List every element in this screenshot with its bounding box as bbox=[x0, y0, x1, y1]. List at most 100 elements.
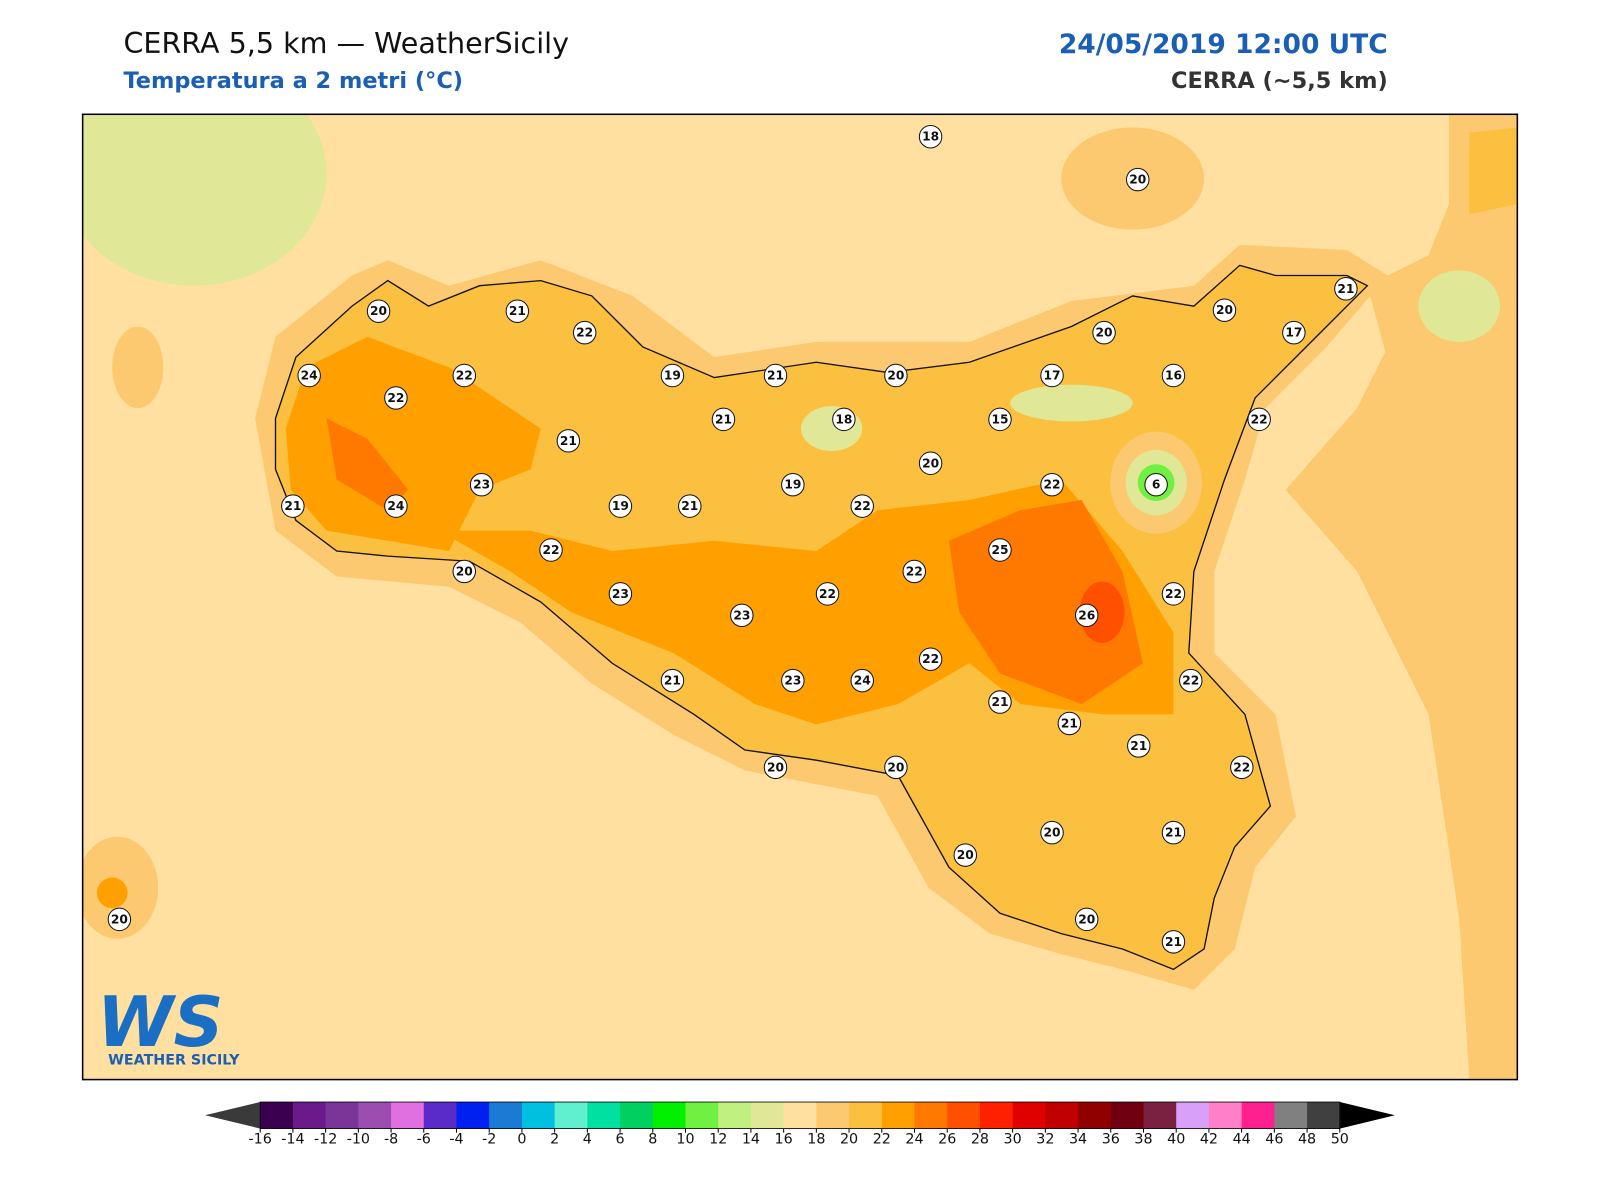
colorbar-tick-label: 32 bbox=[1036, 1131, 1054, 1147]
station-marker bbox=[884, 755, 908, 780]
colorbar-segment bbox=[391, 1102, 425, 1129]
station-value: 23 bbox=[612, 587, 629, 601]
colorbar-over bbox=[1339, 1102, 1395, 1129]
station-value: 21 bbox=[715, 412, 732, 426]
station-value: 17 bbox=[1044, 369, 1061, 383]
station-marker bbox=[384, 494, 408, 518]
station-value: 20 bbox=[887, 369, 904, 383]
station-value: 19 bbox=[612, 499, 629, 513]
colorbar-tick-label: -16 bbox=[249, 1131, 272, 1147]
cool-area bbox=[82, 114, 327, 286]
colorbar-tick-label: 26 bbox=[938, 1131, 956, 1147]
colorbar-tick-label: -12 bbox=[314, 1131, 337, 1147]
canvas: CERRA 5,5 km — WeatherSicily Temperatura… bbox=[81, 26, 1519, 1147]
title: CERRA 5,5 km — WeatherSicily bbox=[123, 26, 569, 60]
logo: WS WEATHER SICILY bbox=[97, 983, 240, 1068]
station-value: 20 bbox=[1044, 826, 1061, 840]
station-marker bbox=[1127, 734, 1151, 758]
colorbar-tick-label: 34 bbox=[1069, 1131, 1087, 1147]
station-marker bbox=[763, 755, 788, 780]
colorbar-tick-label: -14 bbox=[281, 1131, 304, 1147]
colorbar-segment bbox=[1110, 1102, 1145, 1129]
colorbar-segment bbox=[849, 1102, 883, 1129]
colorbar-segment bbox=[816, 1102, 850, 1129]
station-marker bbox=[781, 472, 805, 497]
station-value: 26 bbox=[1078, 608, 1095, 622]
colorbar-tick-label: 30 bbox=[1004, 1131, 1022, 1147]
stations: 18 20 20 21 22 21 20 20 17 24 22 19 21 20 17 16 22 21 18 15… bbox=[107, 124, 1358, 954]
colorbar-tick-label: -2 bbox=[482, 1131, 496, 1147]
station-value: 17 bbox=[1285, 326, 1302, 340]
colorbar-segment bbox=[587, 1102, 621, 1129]
colorbar-tick-label: 4 bbox=[583, 1131, 592, 1147]
colorbar-segment bbox=[1208, 1102, 1243, 1129]
station-marker bbox=[660, 363, 685, 388]
colorbar-segment bbox=[1078, 1102, 1112, 1129]
calabria-warm bbox=[1469, 127, 1518, 215]
station-value: 20 bbox=[1096, 326, 1113, 340]
colorbar-segment bbox=[1045, 1102, 1079, 1129]
station-marker bbox=[505, 299, 530, 323]
colorbar-segment bbox=[521, 1102, 556, 1129]
station-value: 21 bbox=[1061, 716, 1078, 730]
station-value: 18 bbox=[835, 412, 852, 426]
station-value: 22 bbox=[819, 587, 836, 601]
station-marker bbox=[1161, 363, 1186, 388]
colorbar-frame bbox=[259, 1101, 1341, 1129]
colorbar-tick-label: -10 bbox=[347, 1131, 370, 1147]
station-value: 6 bbox=[1152, 478, 1161, 492]
station-marker bbox=[832, 407, 856, 432]
colorbar-tick-label: 22 bbox=[873, 1131, 891, 1147]
colorbar-segment bbox=[718, 1102, 752, 1129]
station-value: 20 bbox=[1078, 912, 1095, 926]
colorbar: -16 -14 -12 -10 -8 -6 -4 -2 0 2 4 6 8 10 12 14 16 18 20 22 2… bbox=[205, 1101, 1395, 1147]
colorbar-tick-label: 42 bbox=[1200, 1131, 1218, 1147]
calabria-cool bbox=[1418, 270, 1500, 342]
colorbar-segment bbox=[881, 1102, 916, 1129]
colorbar-tick-label: 2 bbox=[550, 1131, 559, 1147]
colorbar-segment bbox=[685, 1102, 719, 1129]
station-marker bbox=[678, 494, 702, 518]
station-value: 20 bbox=[767, 760, 784, 774]
station-value: 21 bbox=[1337, 282, 1354, 296]
station-marker bbox=[452, 363, 477, 388]
colorbar-segment bbox=[783, 1102, 817, 1129]
colorbar-segment bbox=[1307, 1102, 1341, 1129]
station-value: 19 bbox=[664, 369, 681, 383]
station-marker bbox=[1092, 320, 1116, 345]
station-value: 22 bbox=[387, 391, 404, 405]
station-value: 22 bbox=[854, 499, 871, 513]
station-marker bbox=[1074, 603, 1099, 628]
colorbar-tick-label: 24 bbox=[905, 1131, 923, 1147]
station-marker bbox=[469, 472, 494, 497]
station-marker bbox=[1230, 755, 1254, 780]
station-marker bbox=[1247, 407, 1271, 432]
station-value: 22 bbox=[1044, 478, 1061, 492]
colorbar-tick-label: 14 bbox=[742, 1131, 760, 1147]
station-value: 22 bbox=[543, 543, 560, 557]
colorbar-tick-label: -8 bbox=[384, 1131, 398, 1147]
colorbar-segment bbox=[947, 1102, 981, 1129]
colorbar-tick-label: 50 bbox=[1331, 1131, 1349, 1147]
station-value: 22 bbox=[906, 564, 923, 578]
colorbar-tick-label: 8 bbox=[648, 1131, 657, 1147]
station-marker bbox=[1161, 582, 1186, 606]
map-frame bbox=[81, 113, 1519, 1081]
colorbar-segment bbox=[652, 1102, 687, 1129]
colorbar-tick-label: -4 bbox=[449, 1131, 463, 1147]
station-marker bbox=[107, 907, 132, 932]
colorbar-tick-label: 44 bbox=[1233, 1131, 1251, 1147]
station-marker bbox=[660, 668, 685, 693]
station-marker bbox=[1212, 298, 1237, 322]
station-marker bbox=[918, 647, 943, 671]
station-marker bbox=[730, 603, 754, 628]
station-marker bbox=[556, 429, 581, 453]
colorbar-segment bbox=[489, 1102, 523, 1129]
station-marker bbox=[608, 494, 633, 518]
colorbar-tick-label: 48 bbox=[1298, 1131, 1316, 1147]
field bbox=[82, 114, 1518, 1080]
colorbar-tick-label: 10 bbox=[676, 1131, 694, 1147]
station-value: 20 bbox=[370, 304, 387, 318]
colorbar-segment bbox=[423, 1102, 458, 1129]
